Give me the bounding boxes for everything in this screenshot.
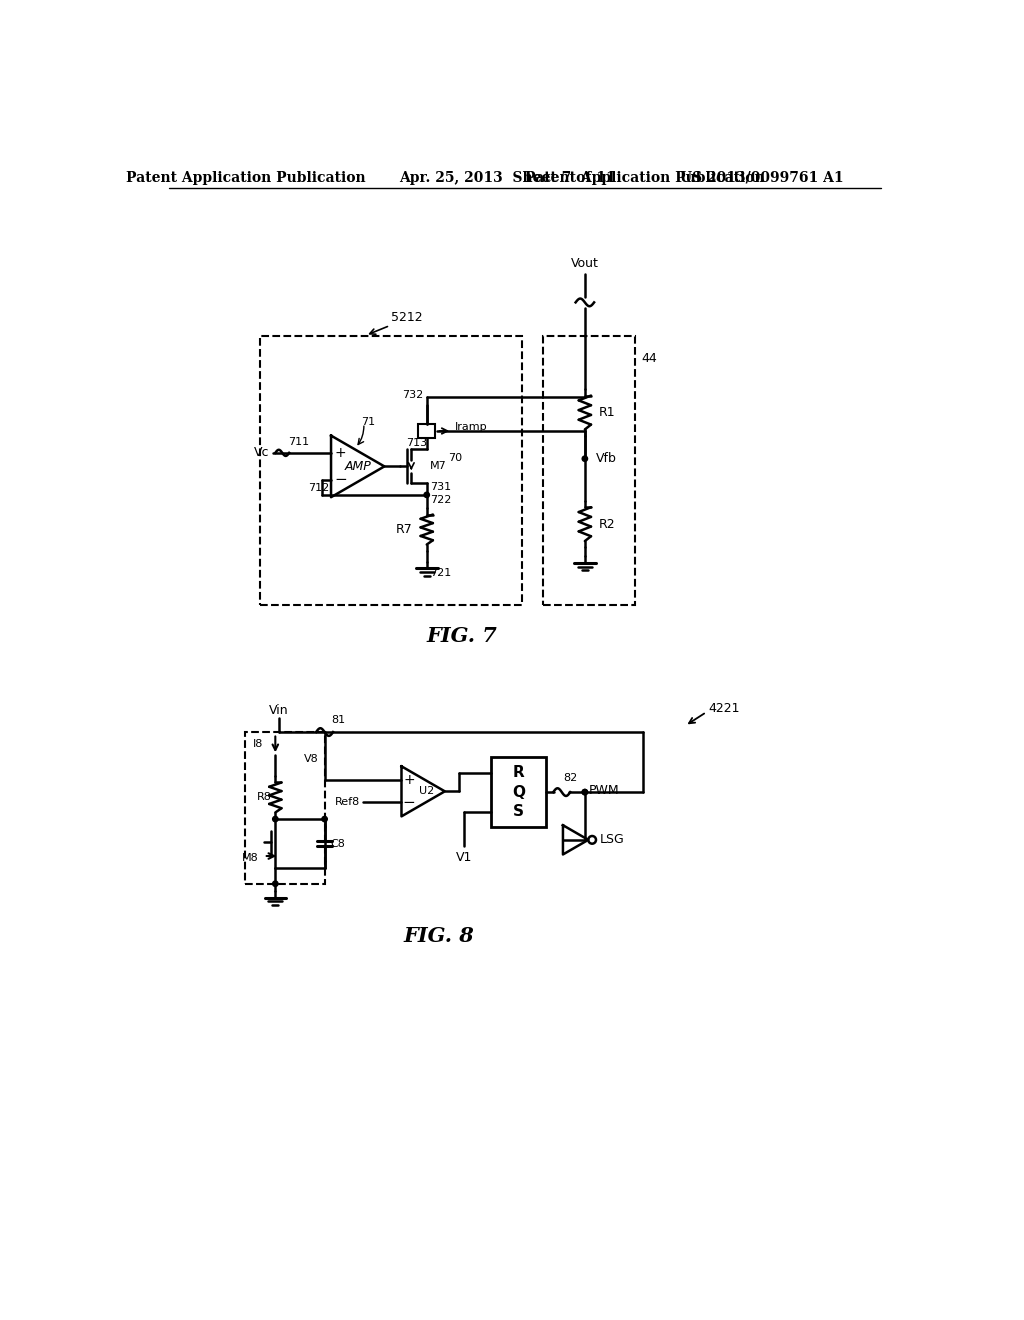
- Circle shape: [583, 455, 588, 462]
- Text: 70: 70: [449, 453, 463, 463]
- Text: Vin: Vin: [269, 704, 289, 717]
- Bar: [418, 424, 435, 438]
- Text: Vc: Vc: [254, 446, 269, 459]
- Bar: [490, 758, 547, 826]
- Text: PWM: PWM: [589, 784, 620, 797]
- Bar: [543, 335, 635, 605]
- Text: 711: 711: [289, 437, 309, 447]
- Text: R: R: [513, 766, 524, 780]
- Text: S: S: [513, 804, 524, 818]
- Text: V1: V1: [456, 851, 472, 865]
- Text: M8: M8: [242, 853, 258, 862]
- Circle shape: [322, 816, 328, 822]
- Text: Ref8: Ref8: [335, 797, 360, 808]
- Text: 71: 71: [361, 417, 376, 426]
- Text: U2: U2: [420, 787, 434, 796]
- Text: C8: C8: [331, 838, 346, 849]
- Text: AMP: AMP: [344, 459, 371, 473]
- Text: FIG. 8: FIG. 8: [403, 927, 474, 946]
- Text: R8: R8: [257, 792, 271, 803]
- Text: 721: 721: [430, 568, 452, 578]
- Circle shape: [424, 492, 429, 498]
- Text: FIG. 7: FIG. 7: [426, 626, 497, 645]
- Text: Vout: Vout: [571, 257, 599, 271]
- Text: LSG: LSG: [600, 833, 625, 846]
- Circle shape: [272, 880, 278, 887]
- Circle shape: [583, 789, 588, 795]
- Text: 5212: 5212: [391, 312, 423, 323]
- Text: Patent Application Publication: Patent Application Publication: [524, 170, 765, 185]
- Circle shape: [589, 836, 596, 843]
- Text: R1: R1: [599, 407, 615, 418]
- Text: 82: 82: [563, 774, 578, 783]
- Text: V8: V8: [304, 754, 318, 764]
- Text: 712: 712: [307, 483, 329, 492]
- Text: −: −: [402, 795, 416, 810]
- Text: 713: 713: [406, 438, 427, 449]
- Text: Q: Q: [512, 784, 525, 800]
- Text: I8: I8: [253, 739, 263, 748]
- Text: 81: 81: [331, 714, 345, 725]
- Circle shape: [583, 789, 588, 795]
- Text: 722: 722: [430, 495, 452, 506]
- Text: Patent Application Publication: Patent Application Publication: [126, 170, 366, 185]
- Text: 732: 732: [401, 389, 423, 400]
- Text: R7: R7: [396, 523, 413, 536]
- Text: 44: 44: [641, 352, 656, 366]
- Text: +: +: [403, 774, 415, 787]
- Text: Apr. 25, 2013  Sheet 7 of 11: Apr. 25, 2013 Sheet 7 of 11: [399, 170, 616, 185]
- Text: R2: R2: [599, 517, 615, 531]
- Text: M7: M7: [430, 462, 446, 471]
- Text: −: −: [334, 473, 347, 487]
- Text: US 2013/0099761 A1: US 2013/0099761 A1: [680, 170, 844, 185]
- Text: Iramp: Iramp: [455, 422, 487, 432]
- Text: 4221: 4221: [708, 702, 739, 715]
- Text: +: +: [335, 446, 346, 459]
- Bar: [245, 733, 325, 884]
- Circle shape: [272, 816, 278, 822]
- Text: 731: 731: [430, 482, 452, 492]
- Bar: [260, 335, 521, 605]
- Text: Vfb: Vfb: [596, 453, 616, 465]
